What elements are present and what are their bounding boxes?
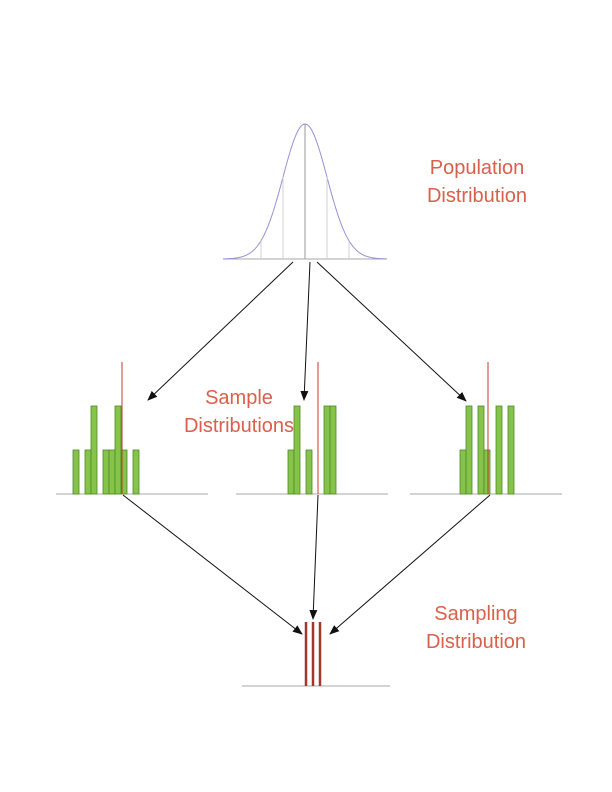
- sample-bar: [120, 449, 128, 495]
- arrow: [122, 494, 303, 635]
- sample-distribution-2: [236, 362, 388, 495]
- sample-bar: [465, 405, 473, 495]
- sample-bar: [84, 449, 92, 495]
- sample-bar: [102, 449, 110, 495]
- arrow: [329, 494, 491, 635]
- sample-bar: [90, 405, 98, 495]
- sample-label-line-1: Sample: [205, 387, 273, 409]
- sample-bar: [507, 405, 515, 495]
- sample-bar: [323, 405, 331, 495]
- sample-bar: [477, 405, 485, 495]
- sampling-distribution-label: Sampling Distribution: [406, 600, 546, 656]
- sample-bar: [305, 449, 313, 495]
- sample-bar: [114, 405, 122, 495]
- sample-distribution-1: [56, 362, 208, 495]
- sample-bar: [108, 449, 116, 495]
- sample-label-line-2: Distributions: [183, 415, 295, 437]
- sample-bar: [459, 449, 467, 495]
- sampling-distribution: [242, 622, 390, 687]
- arrow: [309, 494, 319, 620]
- arrow: [316, 261, 467, 402]
- population-label-line-1: Population: [429, 157, 525, 179]
- sample-bar: [293, 405, 301, 495]
- sampling-label-line-1: Sampling: [434, 603, 518, 625]
- arrow: [147, 261, 294, 401]
- sample-distributions: [56, 362, 562, 495]
- sample-distributions-label: Sample Distributions: [178, 384, 300, 440]
- sample-bar: [329, 405, 337, 495]
- sample-bar: [483, 449, 491, 495]
- arrows: [122, 261, 491, 635]
- sample-bar: [72, 449, 80, 495]
- arrow: [300, 261, 311, 401]
- sample-distribution-3: [410, 362, 562, 495]
- sample-bar: [495, 405, 503, 495]
- population-label-line-2: Distribution: [426, 185, 528, 207]
- population-gridlines: [260, 124, 350, 259]
- population-distribution: [222, 123, 388, 260]
- population-distribution-label: Population Distribution: [410, 154, 544, 210]
- sample-bar: [132, 449, 140, 495]
- sample-bar: [287, 449, 295, 495]
- sampling-label-line-2: Distribution: [425, 631, 527, 653]
